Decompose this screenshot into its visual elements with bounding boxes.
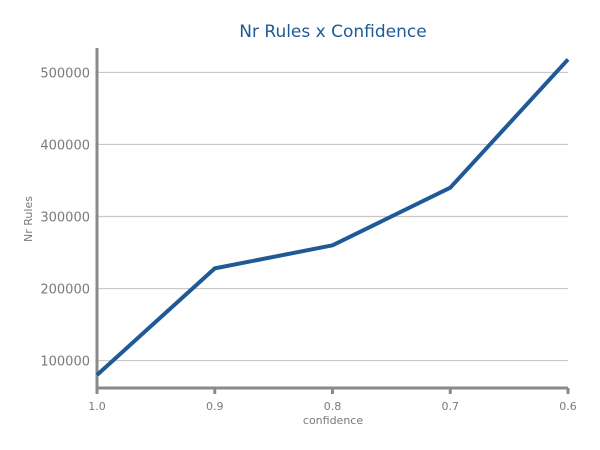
y-tick-label: 300000 <box>40 211 90 226</box>
y-tick-label: 400000 <box>40 138 90 153</box>
series-group <box>95 58 570 377</box>
x-tick-label: 0.9 <box>206 400 224 413</box>
x-tick-label: 0.6 <box>559 400 577 413</box>
y-tick-label: 500000 <box>40 66 90 81</box>
y-axis-ticks: 100000 200000 300000 400000 500000 <box>40 66 90 369</box>
x-axis-label: confidence <box>303 414 363 427</box>
x-tick-label: 0.8 <box>324 400 342 413</box>
y-axis-label: Nr Rules <box>22 196 35 242</box>
y-tick-label: 200000 <box>40 283 90 298</box>
x-tick-label: 0.7 <box>442 400 460 413</box>
chart-title: Nr Rules x Confidence <box>239 22 426 42</box>
series-line <box>95 58 570 377</box>
x-axis-ticks: 1.0 0.9 0.8 0.7 0.6 <box>88 388 577 413</box>
x-tick-label: 1.0 <box>88 400 106 413</box>
gridlines <box>97 71 568 362</box>
y-tick-label: 100000 <box>40 355 90 370</box>
